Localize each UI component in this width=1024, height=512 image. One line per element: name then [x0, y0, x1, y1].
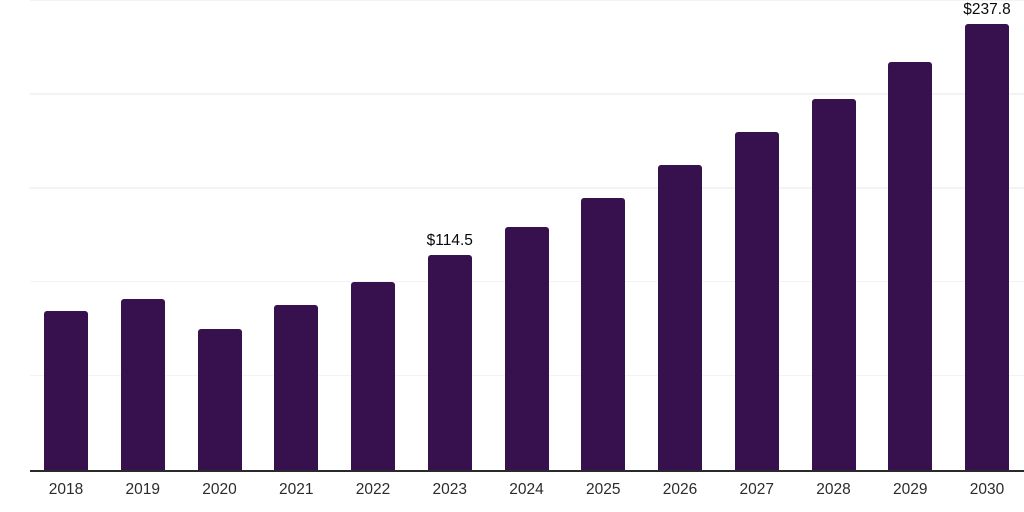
gridline-200: [30, 93, 1024, 95]
bar-slot-2023: $114.5 2023: [426, 0, 473, 498]
x-tick-label-2026: 2026: [662, 481, 698, 498]
x-tick-label-2027: 2027: [739, 481, 774, 498]
bar-slot-2021: 2021: [274, 0, 319, 498]
gridline-150: [30, 187, 1024, 189]
bar-2022: [351, 282, 395, 470]
gridline-250: [30, 0, 1024, 1]
x-tick-label-2022: 2022: [355, 481, 391, 498]
bar-slot-2029: 2029: [888, 0, 933, 498]
bar-slot-2022: 2022: [351, 0, 395, 498]
bar-slot-2028: 2028: [811, 0, 856, 498]
bar-slot-2030: $237.8 2030: [963, 0, 1011, 498]
x-tick-label-2023: 2023: [432, 481, 467, 498]
bar-2019: [120, 299, 165, 470]
bar-2024: [504, 227, 549, 470]
bar-2021: [274, 304, 319, 470]
bar-2029: [888, 61, 933, 470]
x-tick-label-2021: 2021: [279, 481, 314, 498]
x-tick-label-2020: 2020: [202, 481, 237, 498]
value-label-2030: $237.8: [963, 0, 1011, 18]
x-tick-label-2018: 2018: [48, 481, 84, 498]
x-tick-label-2019: 2019: [125, 481, 160, 498]
bar-2027: [734, 132, 779, 470]
value-label-2023: $114.5: [426, 232, 473, 250]
x-tick-label-2029: 2029: [893, 481, 928, 498]
bar-slot-2020: 2020: [197, 0, 242, 498]
bar-slot-2025: 2025: [581, 0, 626, 498]
bar-slot-2024: 2024: [504, 0, 549, 498]
bar-slot-2019: 2019: [120, 0, 165, 498]
bar-slot-2027: 2027: [734, 0, 779, 498]
bar-2025: [581, 197, 626, 470]
bar-2028: [811, 98, 856, 470]
bar-2018: [44, 310, 88, 470]
bar-2030: [965, 23, 1009, 470]
bar-slot-2018: 2018: [44, 0, 88, 498]
x-tick-label-2024: 2024: [509, 481, 544, 498]
x-tick-label-2030: 2030: [969, 481, 1005, 498]
bar-2026: [658, 165, 702, 470]
bar-2020: [197, 329, 242, 470]
bar-2023: [427, 255, 472, 470]
bar-slot-2026: 2026: [658, 0, 702, 498]
plot-area: 2018 2019 2020 2021 2022 $114.5 2023 2024 2025 20…: [30, 0, 1024, 498]
x-tick-label-2028: 2028: [816, 481, 851, 498]
x-tick-label-2025: 2025: [586, 481, 621, 498]
